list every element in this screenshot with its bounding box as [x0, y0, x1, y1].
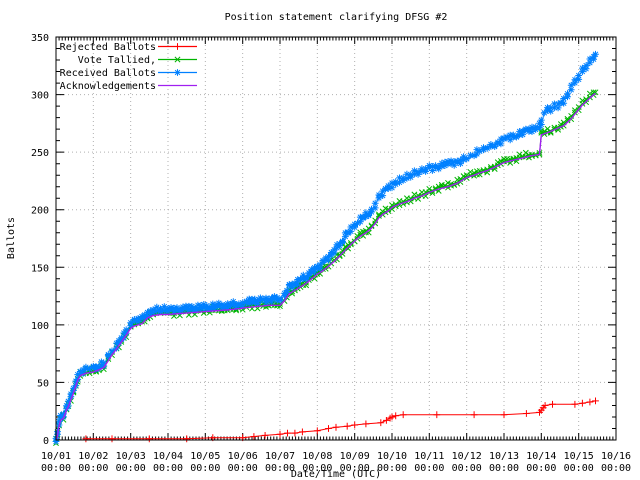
x-tick-label: 10/08	[302, 451, 332, 462]
y-tick-label: 0	[43, 436, 49, 447]
legend: Rejected Ballots Vote Tallied, Received …	[60, 42, 156, 92]
x-tick-sublabel: 00:00	[228, 463, 258, 474]
x-tick-sublabel: 00:00	[116, 463, 146, 474]
y-tick-label: 150	[31, 263, 49, 274]
x-tick-label: 10/15	[564, 451, 594, 462]
legend-sample-marker	[174, 69, 181, 76]
x-tick-sublabel: 00:00	[153, 463, 183, 474]
x-tick-sublabel: 00:00	[414, 463, 444, 474]
x-tick-sublabel: 00:00	[190, 463, 220, 474]
x-tick-label: 10/09	[340, 451, 370, 462]
chart-title: Position statement clarifying DFSG #2	[225, 12, 448, 23]
y-tick-label: 300	[31, 91, 49, 102]
x-tick-sublabel: 00:00	[564, 463, 594, 474]
x-tick-sublabel: 00:00	[41, 463, 71, 474]
x-tick-label: 10/12	[452, 451, 482, 462]
legend-sample-marker	[174, 56, 181, 63]
legend-label-acknowledgements: Acknowledgements	[60, 81, 156, 92]
y-tick-label: 200	[31, 206, 49, 217]
y-tick-label: 50	[37, 378, 49, 389]
x-tick-label: 10/03	[116, 451, 146, 462]
x-tick-sublabel: 00:00	[340, 463, 370, 474]
x-tick-label: 10/01	[41, 451, 71, 462]
plot-area: 10/0100:0010/0200:0010/0300:0010/0400:00…	[31, 33, 631, 474]
legend-label-received-ballots: Received Ballots	[60, 68, 156, 79]
x-tick-label: 10/16	[601, 451, 631, 462]
x-tick-label: 10/14	[526, 451, 556, 462]
x-tick-label: 10/05	[190, 451, 220, 462]
y-tick-label: 100	[31, 321, 49, 332]
x-tick-sublabel: 00:00	[489, 463, 519, 474]
legend-label-rejected-ballots: Rejected Ballots	[60, 42, 156, 53]
y-tick-label: 250	[31, 148, 49, 159]
x-tick-label: 10/11	[414, 451, 444, 462]
y-tick-label: 350	[31, 33, 49, 44]
x-tick-sublabel: 00:00	[377, 463, 407, 474]
x-tick-label: 10/07	[265, 451, 295, 462]
x-tick-sublabel: 00:00	[526, 463, 556, 474]
legend-sample-marker	[174, 43, 181, 50]
y-axis-title: Ballots	[6, 217, 17, 259]
x-tick-sublabel: 00:00	[265, 463, 295, 474]
x-tick-label: 10/02	[78, 451, 108, 462]
x-tick-label: 10/13	[489, 451, 519, 462]
x-tick-sublabel: 00:00	[601, 463, 631, 474]
x-tick-sublabel: 00:00	[452, 463, 482, 474]
x-tick-label: 10/06	[228, 451, 258, 462]
x-axis-title: Date/Time (UTC)	[291, 469, 381, 480]
x-tick-sublabel: 00:00	[78, 463, 108, 474]
x-tick-sublabel: 00:00	[302, 463, 332, 474]
x-tick-label: 10/10	[377, 451, 407, 462]
x-tick-label: 10/04	[153, 451, 183, 462]
plot-border	[55, 36, 617, 441]
legend-label-vote-tallied: Vote Tallied,	[78, 55, 156, 66]
